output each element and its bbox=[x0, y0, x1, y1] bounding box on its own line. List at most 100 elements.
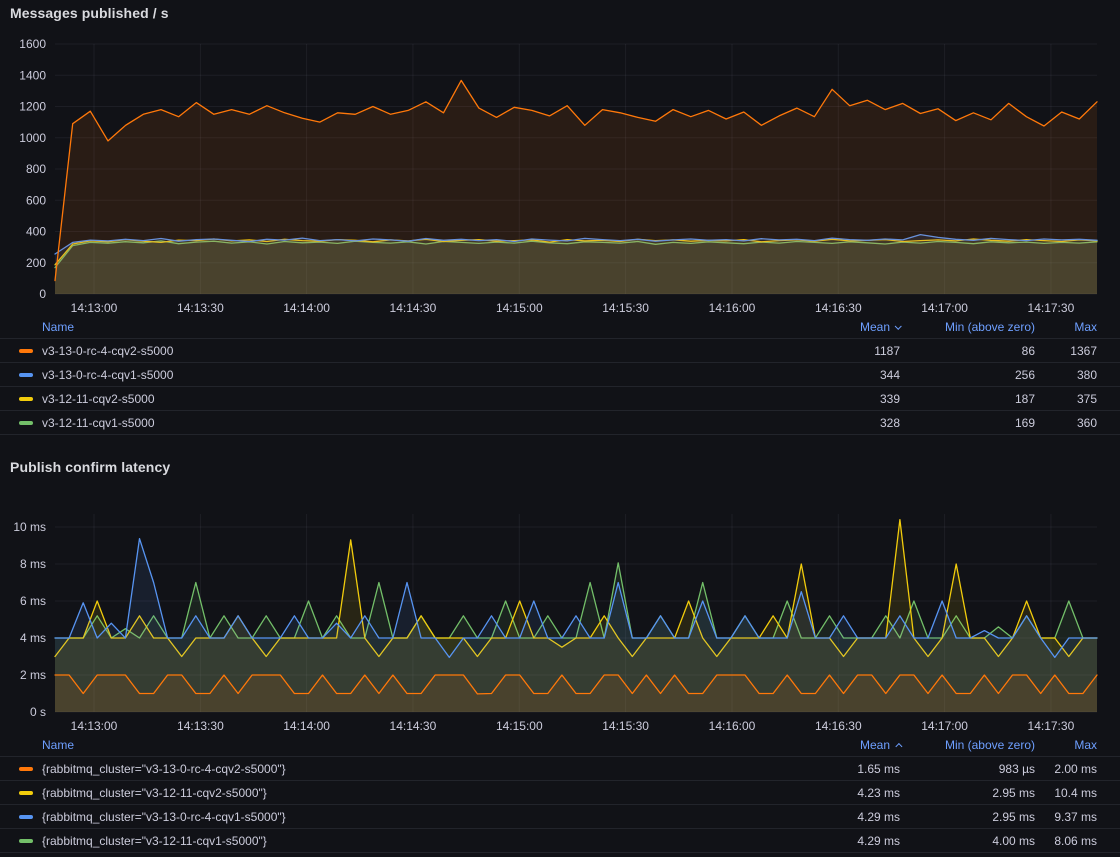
legend-column-header-max[interactable]: Max bbox=[1035, 738, 1097, 752]
legend-series-name-cell[interactable]: v3-13-0-rc-4-cqv1-s5000 bbox=[0, 368, 790, 382]
legend-series-name-cell[interactable]: {rabbitmq_cluster="v3-13-0-rc-4-cqv1-s50… bbox=[0, 810, 790, 824]
y-axis-tick-label: 8 ms bbox=[20, 557, 46, 571]
legend-min-value: 4.00 ms bbox=[900, 834, 1035, 848]
legend-max-value: 10.4 ms bbox=[1035, 786, 1097, 800]
legend-series-name[interactable]: {rabbitmq_cluster="v3-12-11-cqv2-s5000"} bbox=[42, 786, 267, 800]
legend-column-label: Max bbox=[1074, 738, 1097, 752]
y-axis-tick-label: 200 bbox=[26, 256, 46, 270]
x-axis-tick-labels: 14:13:0014:13:3014:14:0014:14:3014:15:00… bbox=[71, 719, 1075, 733]
x-axis-tick-label: 14:16:00 bbox=[709, 719, 756, 733]
legend-min-value: 983 µs bbox=[900, 762, 1035, 776]
legend-series-name[interactable]: {rabbitmq_cluster="v3-13-0-rc-4-cqv2-s50… bbox=[42, 762, 286, 776]
y-axis-tick-label: 600 bbox=[26, 193, 46, 207]
legend-mean-value: 328 bbox=[790, 416, 900, 430]
x-axis-tick-label: 14:13:30 bbox=[177, 301, 224, 315]
legend-series-row[interactable]: v3-12-11-cqv1-s5000 328169360 bbox=[0, 410, 1120, 434]
legend-max-value: 2.00 ms bbox=[1035, 762, 1097, 776]
legend-series-name[interactable]: v3-12-11-cqv1-s5000 bbox=[42, 416, 155, 430]
legend-mean-value: 344 bbox=[790, 368, 900, 382]
panel-title-publish-confirm-latency[interactable]: Publish confirm latency bbox=[10, 459, 170, 475]
legend-mean-value: 1.65 ms bbox=[790, 762, 900, 776]
legend-series-name-cell[interactable]: v3-13-0-rc-4-cqv2-s5000 bbox=[0, 344, 790, 358]
legend-mean-value: 4.29 ms bbox=[790, 834, 900, 848]
timeseries-chart-messages-published[interactable]: 0200400600800100012001400160014:13:0014:… bbox=[0, 33, 1120, 323]
legend-series-row[interactable]: v3-13-0-rc-4-cqv1-s5000 344256380 bbox=[0, 362, 1120, 386]
series-color-swatch-icon[interactable] bbox=[19, 791, 33, 795]
x-axis-tick-label: 14:17:30 bbox=[1028, 301, 1075, 315]
y-axis-tick-label: 0 s bbox=[30, 705, 46, 719]
legend-series-row[interactable]: v3-13-0-rc-4-cqv2-s50001187861367 bbox=[0, 338, 1120, 362]
legend-column-header-name[interactable]: Name bbox=[0, 320, 790, 334]
legend-max-value: 360 bbox=[1035, 416, 1097, 430]
x-axis-tick-label: 14:13:00 bbox=[71, 719, 118, 733]
legend-series-row[interactable]: {rabbitmq_cluster="v3-12-11-cqv2-s5000"}… bbox=[0, 780, 1120, 804]
x-axis-tick-label: 14:13:00 bbox=[71, 301, 118, 315]
x-axis-tick-label: 14:17:00 bbox=[921, 301, 968, 315]
legend-series-name-cell[interactable]: v3-12-11-cqv2-s5000 bbox=[0, 392, 790, 406]
legend-series-name[interactable]: {rabbitmq_cluster="v3-13-0-rc-4-cqv1-s50… bbox=[42, 810, 286, 824]
legend-series-name[interactable]: v3-12-11-cqv2-s5000 bbox=[42, 392, 155, 406]
y-axis-tick-label: 1200 bbox=[19, 100, 46, 114]
legend-series-name[interactable]: v3-13-0-rc-4-cqv2-s5000 bbox=[42, 344, 173, 358]
legend-column-header-max[interactable]: Max bbox=[1035, 320, 1097, 334]
series-color-swatch-icon[interactable] bbox=[19, 373, 33, 377]
chart-canvas[interactable]: 0 s 2 ms 4 ms 6 ms 8 ms 10 ms 14:13:00 14:13:30… bbox=[0, 498, 1120, 738]
panel-title-messages-published[interactable]: Messages published / s bbox=[10, 5, 169, 21]
legend-max-value: 8.06 ms bbox=[1035, 834, 1097, 848]
legend-column-header-min-above-zero[interactable]: Min (above zero) bbox=[900, 320, 1035, 334]
legend-header-row: Name Mean Min (above zero) Max bbox=[0, 734, 1120, 756]
legend-series-row[interactable]: v3-12-11-cqv2-s5000339187375 bbox=[0, 386, 1120, 410]
legend-column-label: Max bbox=[1074, 320, 1097, 334]
legend-column-label: Min (above zero) bbox=[945, 738, 1035, 752]
y-axis-tick-label: 6 ms bbox=[20, 594, 46, 608]
legend-mean-value: 4.23 ms bbox=[790, 786, 900, 800]
legend-series-name[interactable]: {rabbitmq_cluster="v3-12-11-cqv1-s5000"} bbox=[42, 834, 267, 848]
y-axis-tick-label: 1400 bbox=[19, 68, 46, 82]
series-color-swatch-icon[interactable] bbox=[19, 421, 33, 425]
legend-series-row[interactable]: {rabbitmq_cluster="v3-12-11-cqv1-s5000"}… bbox=[0, 828, 1120, 852]
chart-canvas[interactable]: 0200400600800100012001400160014:13:0014:… bbox=[0, 33, 1120, 323]
y-axis-tick-label: 10 ms bbox=[13, 520, 46, 534]
y-axis-tick-label: 2 ms bbox=[20, 668, 46, 682]
legend-column-header-min-above-zero[interactable]: Min (above zero) bbox=[900, 738, 1035, 752]
legend-max-value: 9.37 ms bbox=[1035, 810, 1097, 824]
legend-min-value: 169 bbox=[900, 416, 1035, 430]
legend-series-name-cell[interactable]: v3-12-11-cqv1-s5000 bbox=[0, 416, 790, 430]
legend-series-row[interactable]: {rabbitmq_cluster="v3-13-0-rc-4-cqv1-s50… bbox=[0, 804, 1120, 828]
legend-column-header-mean[interactable]: Mean bbox=[790, 320, 900, 334]
legend-min-value: 187 bbox=[900, 392, 1035, 406]
series-color-swatch-icon[interactable] bbox=[19, 397, 33, 401]
legend-table-messages-published: NameMeanMin (above zero) Max v3-13-0-rc-4-… bbox=[0, 316, 1120, 435]
legend-series-name-cell[interactable]: {rabbitmq_cluster="v3-12-11-cqv2-s5000"} bbox=[0, 786, 790, 800]
legend-min-value: 256 bbox=[900, 368, 1035, 382]
legend-series-row[interactable]: {rabbitmq_cluster="v3-13-0-rc-4-cqv2-s50… bbox=[0, 756, 1120, 780]
legend-mean-value: 339 bbox=[790, 392, 900, 406]
series-color-swatch-icon[interactable] bbox=[19, 767, 33, 771]
series-color-swatch-icon[interactable] bbox=[19, 349, 33, 353]
legend-column-header-mean[interactable]: Mean bbox=[790, 738, 900, 752]
x-axis-tick-label: 14:16:30 bbox=[815, 301, 862, 315]
x-axis-tick-label: 14:13:30 bbox=[177, 719, 224, 733]
series-color-swatch-icon[interactable] bbox=[19, 815, 33, 819]
legend-max-value: 380 bbox=[1035, 368, 1097, 382]
legend-series-name-cell[interactable]: {rabbitmq_cluster="v3-12-11-cqv1-s5000"} bbox=[0, 834, 790, 848]
legend-header-row: NameMeanMin (above zero) Max bbox=[0, 316, 1120, 338]
grafana-dashboard: { "theme":{ "background":"#111217", "tex… bbox=[0, 0, 1120, 857]
x-axis-tick-label: 14:17:00 bbox=[921, 719, 968, 733]
x-axis-tick-label: 14:16:00 bbox=[709, 301, 756, 315]
legend-column-label: Mean bbox=[860, 738, 890, 752]
x-axis-tick-label: 14:14:30 bbox=[390, 301, 437, 315]
x-axis-tick-label: 14:14:30 bbox=[390, 719, 437, 733]
legend-column-header-name[interactable]: Name bbox=[0, 738, 790, 752]
legend-series-name[interactable]: v3-13-0-rc-4-cqv1-s5000 bbox=[42, 368, 173, 382]
x-axis-tick-label: 14:15:30 bbox=[602, 301, 649, 315]
x-axis-tick-label: 14:15:00 bbox=[496, 301, 543, 315]
legend-series-name-cell[interactable]: {rabbitmq_cluster="v3-13-0-rc-4-cqv2-s50… bbox=[0, 762, 790, 776]
legend-mean-value: 1187 bbox=[790, 344, 900, 358]
series-v3-13-0-rc-4-cqv2-s5000 bbox=[55, 80, 1097, 294]
y-axis-tick-label: 4 ms bbox=[20, 631, 46, 645]
timeseries-chart-publish-confirm-latency[interactable]: 0 s 2 ms 4 ms 6 ms 8 ms 10 ms 14:13:00 14:13:30… bbox=[0, 498, 1120, 738]
series-color-swatch-icon[interactable] bbox=[19, 839, 33, 843]
x-axis-tick-labels: 14:13:0014:13:3014:14:0014:14:3014:15:00… bbox=[71, 301, 1075, 315]
y-axis-tick-label: 800 bbox=[26, 162, 46, 176]
